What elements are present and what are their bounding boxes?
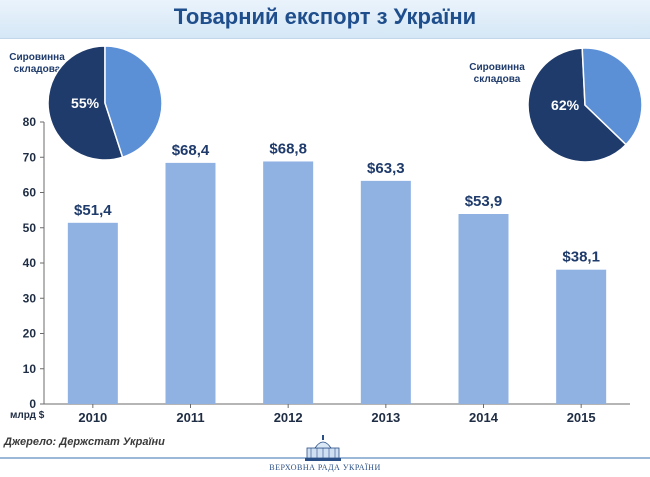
source-note: Джерело: Держстат України bbox=[4, 436, 165, 448]
data-label: $38,1 bbox=[562, 249, 600, 266]
pie-left-value-label: 55% bbox=[71, 95, 100, 111]
x-tick-label: 2010 bbox=[78, 410, 107, 425]
pie-left-slice-1 bbox=[104, 45, 163, 159]
bar-2011 bbox=[165, 162, 216, 404]
title-band bbox=[0, 0, 650, 39]
y-tick-label: 60 bbox=[23, 186, 37, 200]
pie-right-slice-0 bbox=[527, 47, 628, 163]
x-tick-label: 2014 bbox=[469, 410, 499, 425]
pie-right-slice-1 bbox=[581, 47, 643, 146]
pie-right-value-label: 62% bbox=[551, 97, 580, 113]
y-tick-label: 0 bbox=[29, 397, 36, 411]
bar-2010 bbox=[67, 222, 118, 404]
data-label: $53,9 bbox=[465, 193, 503, 210]
x-tick-label: 2013 bbox=[371, 410, 400, 425]
y-tick-label: 50 bbox=[23, 221, 37, 235]
pie-right-label: Сировинна складова bbox=[462, 62, 532, 86]
bar-2015 bbox=[556, 269, 607, 404]
parliament-building-icon bbox=[305, 435, 341, 461]
page-title: Товарний експорт з України bbox=[173, 4, 477, 29]
y-tick-label: 70 bbox=[23, 150, 37, 164]
bar-2013 bbox=[360, 180, 411, 404]
data-label: $68,8 bbox=[269, 140, 307, 157]
y-tick-label: 20 bbox=[23, 327, 37, 341]
data-label: $68,4 bbox=[172, 142, 210, 159]
y-tick-label: 80 bbox=[23, 115, 37, 129]
y-tick-label: 40 bbox=[23, 256, 37, 270]
x-tick-label: 2012 bbox=[274, 410, 303, 425]
data-label: $51,4 bbox=[74, 202, 112, 219]
x-tick-label: 2011 bbox=[176, 410, 204, 425]
bar-2012 bbox=[263, 161, 314, 404]
footer-caption: ВЕРХОВНА РАДА УКРАЇНИ bbox=[269, 463, 381, 472]
bar-2014 bbox=[458, 214, 509, 404]
pie-left-slice-0 bbox=[47, 45, 124, 161]
y-tick-label: 10 bbox=[23, 362, 37, 376]
unit-label: млрд $ bbox=[10, 410, 45, 421]
x-tick-label: 2015 bbox=[567, 410, 596, 425]
y-tick-label: 30 bbox=[23, 291, 37, 305]
data-label: $63,3 bbox=[367, 160, 405, 177]
pie-left-label: Сировинна складова bbox=[2, 52, 72, 76]
pie-left-label-text: Сировинна складова bbox=[9, 52, 65, 75]
pie-right-label-text: Сировинна складова bbox=[469, 62, 525, 85]
